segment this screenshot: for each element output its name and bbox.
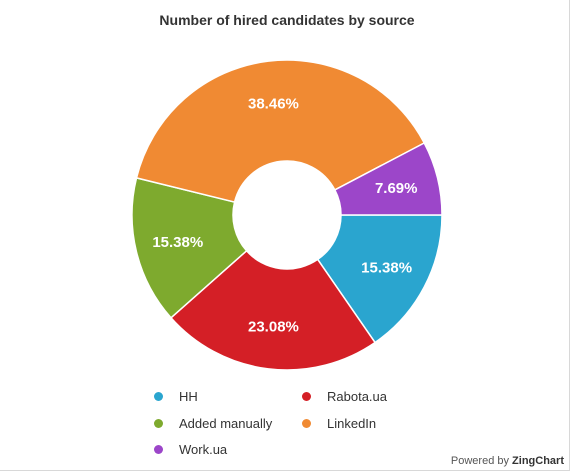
slice-label-linkedin: 38.46% bbox=[248, 95, 299, 112]
legend-marker-icon bbox=[154, 445, 163, 454]
slice-label-hh: 15.38% bbox=[361, 259, 412, 276]
legend-marker-icon bbox=[302, 392, 311, 401]
legend-item-added-manually[interactable]: Added manually bbox=[154, 416, 272, 431]
slice-label-work-ua: 7.69% bbox=[375, 180, 418, 197]
credit-prefix: Powered by bbox=[450, 455, 509, 467]
legend-item-work-ua[interactable]: Work.ua bbox=[154, 442, 227, 457]
legend-item-hh[interactable]: HH bbox=[154, 389, 198, 404]
slice-linkedin[interactable] bbox=[135, 59, 426, 203]
slice-hh[interactable] bbox=[316, 214, 443, 344]
powered-by-credit[interactable]: Powered by ZingChart bbox=[451, 455, 564, 467]
legend-label: Work.ua bbox=[179, 442, 228, 457]
chart-title: Number of hired candidates by source bbox=[159, 12, 415, 28]
slice-label-added-manually: 15.38% bbox=[152, 234, 203, 251]
slice-rabota-ua[interactable] bbox=[169, 249, 377, 371]
slice-label-rabota-ua: 23.08% bbox=[248, 319, 299, 336]
legend-item-rabota-ua[interactable]: Rabota.ua bbox=[302, 389, 387, 404]
legend-marker-icon bbox=[154, 419, 163, 428]
legend-label: HH bbox=[179, 389, 198, 404]
slice-work-ua[interactable] bbox=[333, 141, 443, 216]
legend-item-linkedin[interactable]: LinkedIn bbox=[302, 416, 376, 431]
legend-marker-icon bbox=[302, 419, 311, 428]
slice-added-manually[interactable] bbox=[131, 177, 248, 319]
legend-label: Rabota.ua bbox=[327, 389, 387, 404]
credit-brand: ZingChart bbox=[512, 455, 564, 467]
legend-label: LinkedIn bbox=[327, 416, 377, 431]
legend-marker-icon bbox=[154, 392, 163, 401]
legend-label: Added manually bbox=[179, 416, 273, 431]
